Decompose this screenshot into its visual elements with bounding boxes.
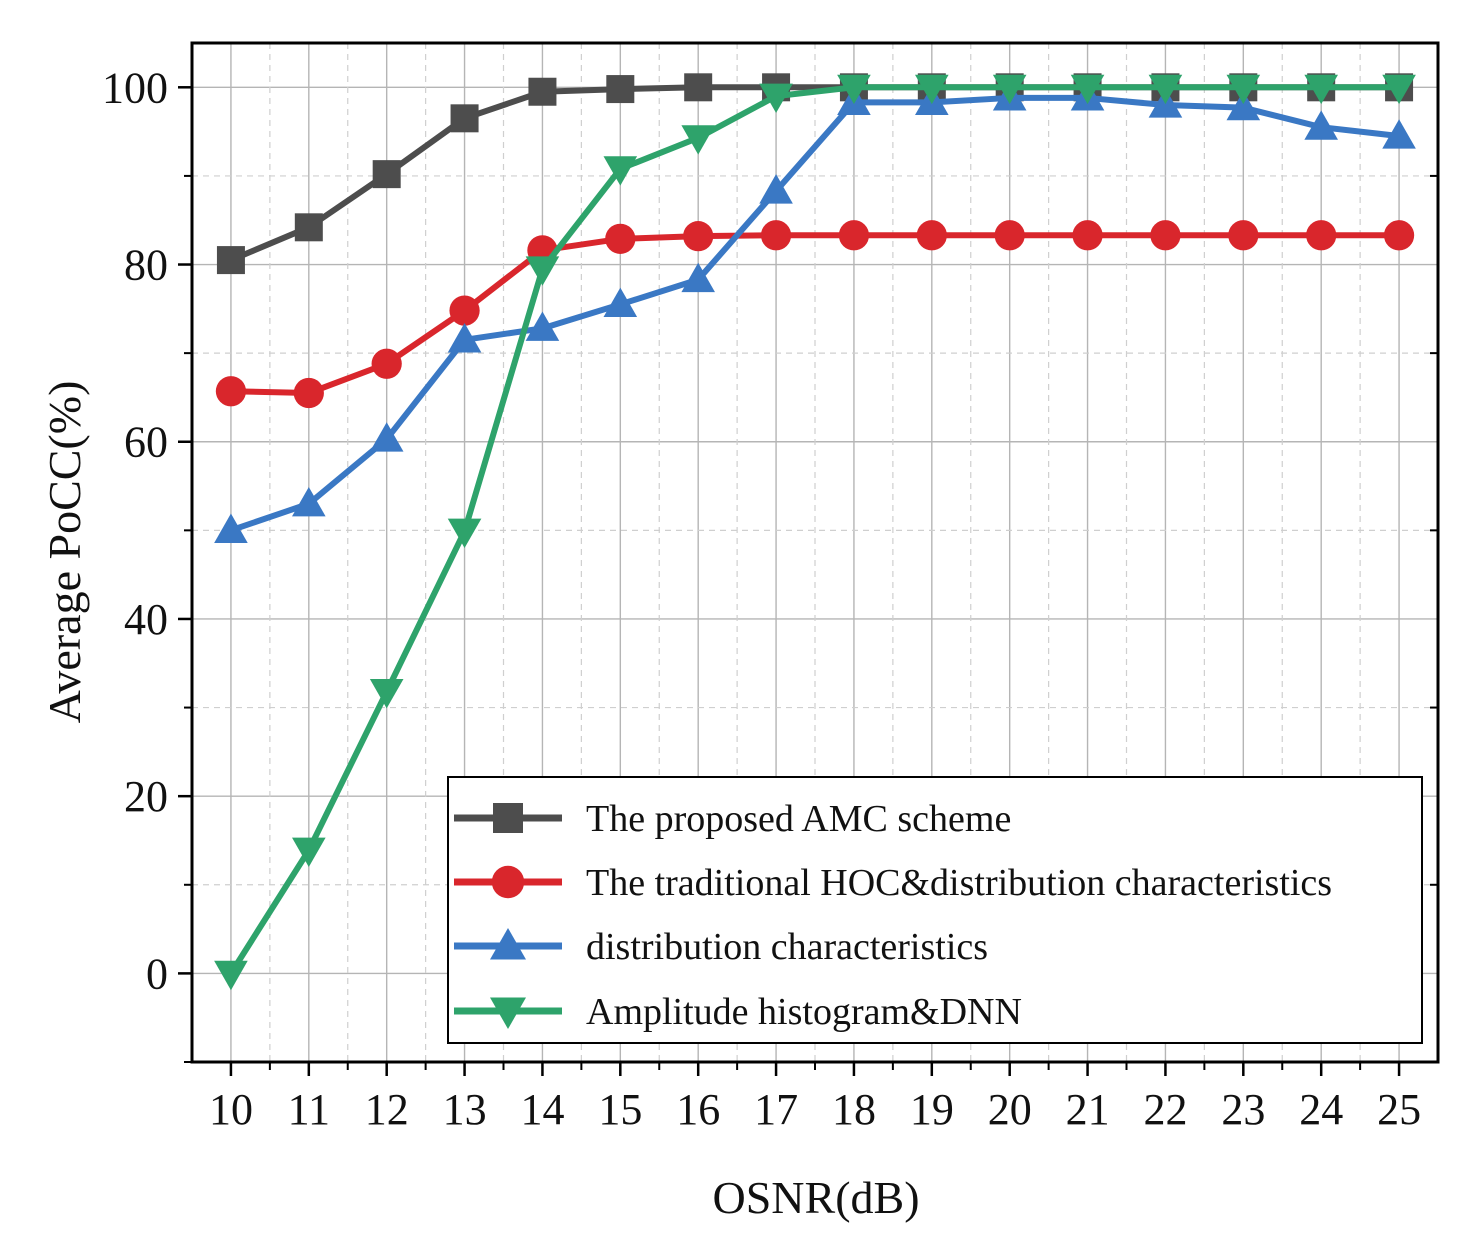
axis-ticks	[178, 86, 1438, 1076]
data-point	[450, 104, 479, 133]
data-point	[683, 221, 714, 252]
y-axis-title: Average PoCC(%)	[39, 381, 90, 724]
x-tick-label: 10	[209, 1085, 253, 1134]
data-point	[1226, 74, 1261, 105]
x-tick-label: 14	[520, 1085, 564, 1134]
x-tick-label: 25	[1377, 1085, 1421, 1134]
x-tick-label: 17	[754, 1085, 798, 1134]
x-tick-label: 23	[1221, 1085, 1265, 1134]
y-tick-label: 80	[124, 241, 168, 290]
data-point	[449, 295, 480, 326]
legend: The proposed AMC scheme The traditional H…	[447, 776, 1423, 1044]
data-point	[603, 156, 638, 186]
data-point	[603, 287, 638, 317]
data-point	[1072, 220, 1103, 251]
x-tick-label: 13	[443, 1085, 487, 1134]
series-2	[215, 220, 1415, 409]
legend-entry: distribution characteristics	[454, 926, 988, 968]
y-tick-label: 20	[124, 772, 168, 821]
data-point	[1228, 220, 1259, 251]
data-point	[838, 220, 870, 251]
data-point	[760, 220, 792, 251]
data-point	[1304, 110, 1338, 140]
data-point	[681, 262, 715, 293]
x-tick-label: 11	[288, 1085, 330, 1134]
data-point	[994, 220, 1025, 251]
data-point	[759, 83, 793, 113]
legend-label: Amplitude histogram&DNN	[586, 991, 1022, 1033]
x-tick-label: 21	[1066, 1085, 1110, 1134]
series-line	[229, 94, 1400, 534]
series-4	[214, 74, 1416, 991]
data-point	[371, 348, 402, 379]
data-point	[605, 223, 636, 254]
data-point	[214, 513, 248, 543]
y-axis-tick-labels: 0 20 40 60 80 100	[102, 63, 168, 998]
y-tick-label: 100	[102, 63, 168, 112]
y-tick-label: 60	[124, 418, 168, 467]
data-point	[447, 323, 482, 353]
x-tick-label: 19	[910, 1085, 954, 1134]
data-point	[1150, 220, 1181, 251]
legend-label: distribution characteristics	[586, 926, 988, 968]
data-point	[1382, 74, 1416, 105]
data-point	[1226, 90, 1261, 121]
data-point	[1070, 74, 1105, 105]
legend-entry: The traditional HOC&distribution charact…	[454, 862, 1332, 904]
x-axis-title: OSNR(dB)	[712, 1172, 919, 1223]
data-point	[372, 160, 401, 189]
data-point	[1148, 74, 1183, 105]
series-layer	[214, 73, 1416, 991]
data-point	[525, 256, 560, 286]
legend-label: The traditional HOC&distribution charact…	[586, 862, 1332, 904]
data-point	[916, 220, 947, 251]
x-tick-label: 12	[365, 1085, 409, 1134]
data-point	[447, 518, 482, 549]
x-tick-label: 16	[676, 1085, 720, 1134]
data-point	[1306, 220, 1337, 251]
data-point	[292, 486, 326, 517]
x-tick-label: 22	[1143, 1085, 1187, 1134]
x-tick-label: 20	[988, 1085, 1032, 1134]
y-tick-label: 0	[146, 949, 168, 998]
data-point	[294, 213, 323, 242]
legend-box	[447, 776, 1423, 1044]
x-tick-label: 24	[1299, 1085, 1343, 1134]
legend-marker	[490, 928, 526, 960]
data-point	[214, 960, 248, 991]
data-point	[292, 837, 326, 868]
y-tick-label: 40	[124, 595, 168, 644]
data-point	[992, 74, 1027, 105]
series-line	[228, 84, 1400, 975]
legend-entry: Amplitude histogram&DNN	[454, 991, 1022, 1033]
legend-marker	[490, 997, 526, 1029]
data-point	[681, 125, 715, 155]
legend-marker	[493, 803, 523, 833]
data-point	[684, 73, 713, 102]
data-point	[293, 377, 324, 409]
data-point	[215, 376, 247, 407]
data-point	[1383, 220, 1415, 251]
x-axis-tick-labels: 10 11 12 13 14 15 16 17 18 19 20 21 22 23 24 25	[209, 1085, 1421, 1134]
data-point	[528, 77, 557, 106]
legend-marker	[491, 865, 525, 899]
data-point	[1304, 74, 1338, 105]
data-point	[216, 246, 245, 275]
legend-entry: The proposed AMC scheme	[454, 798, 1011, 840]
x-tick-label: 15	[598, 1085, 642, 1134]
data-point	[837, 74, 871, 105]
x-tick-label: 18	[832, 1085, 876, 1134]
series-line	[230, 232, 1400, 397]
data-point	[759, 174, 793, 204]
data-point	[606, 75, 635, 104]
data-point	[369, 422, 404, 452]
data-point	[525, 311, 560, 341]
data-point	[1382, 119, 1416, 149]
data-point	[915, 74, 949, 105]
series-3	[214, 81, 1416, 543]
legend-label: The proposed AMC scheme	[586, 798, 1011, 840]
data-point	[369, 679, 404, 709]
